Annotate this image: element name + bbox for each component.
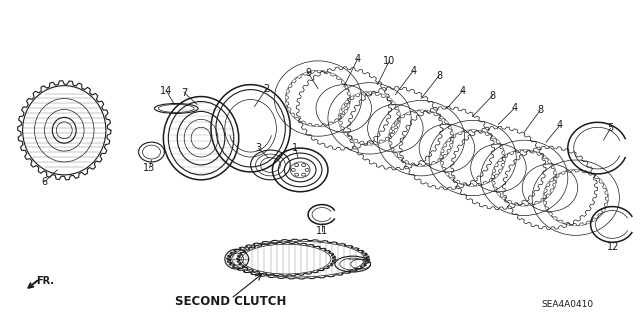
Text: 7: 7 [181,88,188,98]
Text: 5: 5 [607,123,614,133]
Text: 1: 1 [292,143,298,153]
Text: 2: 2 [263,84,269,93]
Text: 4: 4 [410,66,416,76]
Text: 4: 4 [460,85,466,96]
Text: 6: 6 [42,177,47,187]
Text: 12: 12 [607,242,620,252]
Text: 4: 4 [557,120,563,130]
Text: 13: 13 [143,163,156,173]
Text: 4: 4 [355,54,361,64]
Text: SECOND CLUTCH: SECOND CLUTCH [175,295,287,308]
Text: 14: 14 [160,85,172,96]
Text: FR.: FR. [36,276,54,286]
Text: 11: 11 [316,226,328,236]
Text: 4: 4 [511,103,517,114]
Text: 3: 3 [255,143,262,153]
Text: 10: 10 [383,56,396,66]
Text: 8: 8 [436,71,442,81]
Text: 8: 8 [537,106,543,115]
Text: 8: 8 [490,91,495,100]
Text: SEA4A0410: SEA4A0410 [542,300,594,309]
Text: 9: 9 [305,68,311,78]
